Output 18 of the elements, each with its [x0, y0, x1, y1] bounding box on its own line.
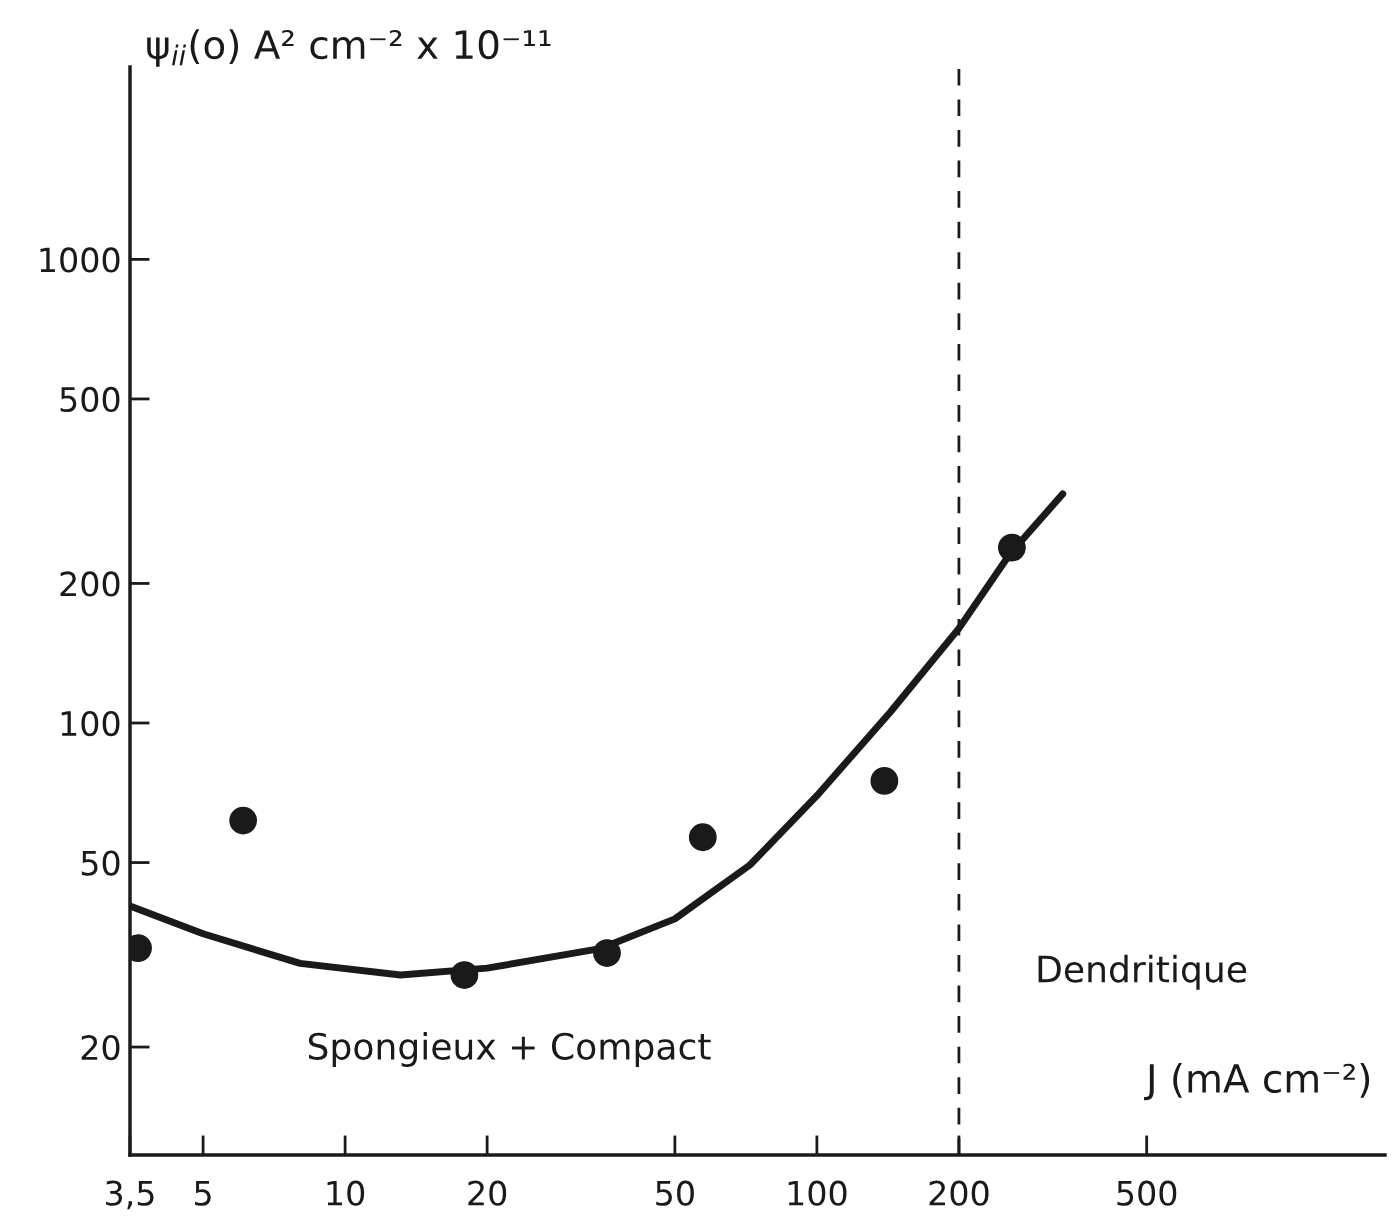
y-tick-label: 1000	[40, 247, 120, 273]
x-tick-label: 3,5	[106, 1180, 154, 1210]
x-tick-label: 20	[468, 1180, 507, 1206]
annotation: Spongieux + Compact	[308, 1031, 711, 1067]
x-tick-label: 50	[656, 1180, 694, 1206]
x-tick-label: 5	[195, 1181, 211, 1206]
y-axis-title: ψ$_{ii}$(o) A² cm⁻² x 10⁻¹¹	[147, 29, 551, 67]
y-tick-label: 20	[81, 1034, 120, 1061]
x-tick-label: 10	[327, 1180, 365, 1206]
y-tick-label: 100	[61, 710, 120, 737]
y-tick-label: 50	[81, 850, 120, 876]
y-tick-label: 500	[60, 386, 120, 413]
y-tick-label: 200	[60, 571, 120, 597]
x-tick-label: 100	[788, 1180, 847, 1206]
x-axis-title: J (mA cm⁻²)	[1144, 1063, 1370, 1101]
x-tick-label: 200	[929, 1180, 989, 1206]
x-tick-label: 500	[1117, 1180, 1177, 1206]
annotation: Dendritique	[1038, 954, 1247, 990]
